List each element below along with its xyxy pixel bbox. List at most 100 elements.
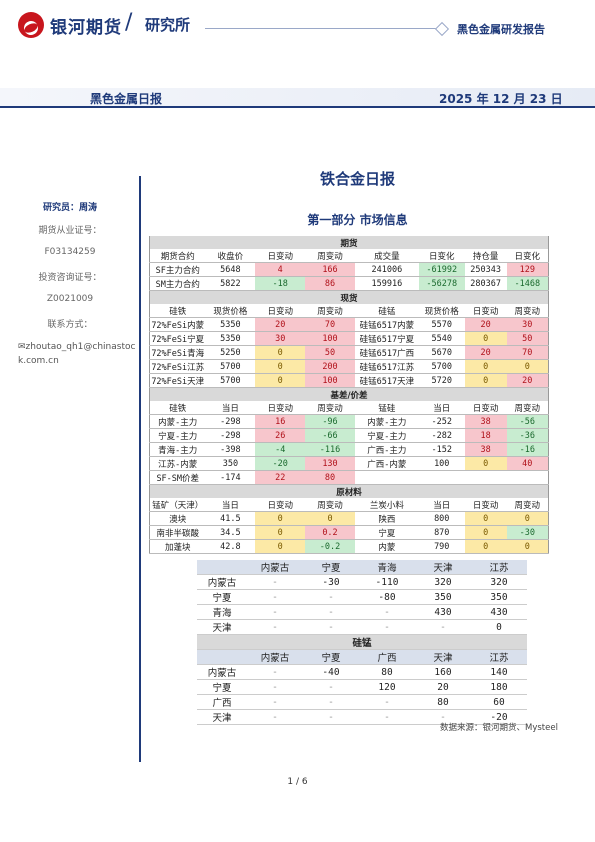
- page-title: 铁合金日报: [319, 170, 395, 188]
- column-header: 周变动: [305, 498, 355, 512]
- row-label: 天津: [197, 709, 247, 725]
- row-label: 内蒙古: [197, 664, 247, 680]
- table-cell: 5670: [418, 345, 465, 360]
- table-cell: 5700: [205, 359, 256, 374]
- table-cell: 0: [506, 359, 549, 374]
- table-cell: 20: [464, 345, 507, 360]
- table-cell: 0: [255, 345, 306, 360]
- column-header: 周变动: [506, 304, 549, 318]
- table-cell: 20: [255, 317, 306, 332]
- table-cell: -61992: [418, 262, 465, 277]
- table-cell: 60: [471, 694, 527, 710]
- column-header: 周变动: [305, 304, 355, 318]
- table-cell: -4: [255, 442, 306, 457]
- section-title: 第一部分 市场信息: [307, 213, 408, 227]
- column-header: 天津: [415, 649, 471, 665]
- table-cell: 5540: [418, 331, 465, 346]
- table-cell: 5720: [418, 373, 465, 388]
- column-header: 日变动: [255, 304, 306, 318]
- column-header: 宁夏: [303, 560, 359, 575]
- column-header: 日变动: [464, 498, 507, 512]
- consult-label: 投资咨询证号：: [38, 273, 102, 283]
- section-label: 原材料: [149, 484, 549, 498]
- license-number: F03134259: [44, 247, 96, 257]
- spot-column-headers: 硅铁 现货价格 日变动 周变动 硅锰 现货价格 日变动 周变动: [149, 304, 549, 318]
- column-header: 锰硅: [354, 401, 419, 415]
- table-cell: 72%FeSi天津: [149, 373, 206, 388]
- table-cell: 加蓬块: [149, 539, 206, 554]
- table-cell: -174: [205, 470, 256, 485]
- column-header: 兰炭小料: [354, 498, 419, 512]
- table-cell: 26: [255, 428, 306, 443]
- table-cell: 5350: [205, 331, 256, 346]
- futures-section-header: 期货: [149, 236, 549, 249]
- table-cell: 5700: [205, 373, 256, 388]
- table-cell: 0: [464, 456, 507, 471]
- table-cell: -: [247, 664, 303, 680]
- table-cell: [418, 470, 465, 485]
- table-cell: -298: [205, 428, 256, 443]
- table-cell: 800: [418, 511, 465, 526]
- column-header: 收盘价: [205, 249, 256, 263]
- table-cell: 0: [255, 359, 306, 374]
- table-cell: -252: [418, 414, 465, 429]
- table-cell: -80: [359, 589, 415, 605]
- basis-section-header: 基差/价差: [149, 387, 549, 401]
- table-cell: 166: [305, 262, 355, 277]
- column-header: 当日: [418, 498, 465, 512]
- table-cell: 129: [506, 262, 549, 277]
- table-cell: 陕西: [354, 511, 419, 526]
- table-cell: 159916: [354, 276, 419, 291]
- column-header: 锰矿（天津）: [149, 498, 206, 512]
- column-header: 周变动: [506, 498, 549, 512]
- table-cell: 30: [255, 331, 306, 346]
- table-cell: SF-SM价差: [149, 470, 206, 485]
- column-header: 日变动: [255, 498, 306, 512]
- table-cell: 30: [506, 317, 549, 332]
- table-cell: 320: [415, 574, 471, 590]
- table-cell: 内蒙-主力: [149, 414, 206, 429]
- column-header: 日变动: [464, 304, 507, 318]
- table-cell: -: [303, 604, 359, 620]
- spot-section-header: 现货: [149, 290, 549, 304]
- table-cell: 41.5: [205, 511, 256, 526]
- table-cell: -96: [305, 414, 355, 429]
- table-cell: -282: [418, 428, 465, 443]
- table-cell: 80: [415, 694, 471, 710]
- table-cell: -152: [418, 442, 465, 457]
- table-cell: 16: [255, 414, 306, 429]
- region-spread-table: 内蒙古 宁夏 青海 天津 江苏 内蒙古 - -30 -110 320 320 宁夏 - - -80 350 35…: [197, 560, 527, 725]
- table-cell: 硅锰6517广西: [354, 345, 419, 360]
- column-header: 现货价格: [418, 304, 465, 318]
- table-cell: 0: [464, 525, 507, 540]
- table-cell: -: [247, 694, 303, 710]
- table-cell: 0: [464, 539, 507, 554]
- column-header: 硅铁: [149, 401, 206, 415]
- table-cell: 0: [255, 511, 306, 526]
- table-cell: [506, 470, 549, 485]
- table-cell: 0: [464, 331, 507, 346]
- section-label: 现货: [149, 290, 549, 304]
- report-category: 黑色金属研发报告: [457, 23, 545, 36]
- table-cell: 280367: [464, 276, 507, 291]
- table-cell: -: [303, 709, 359, 725]
- table-cell: 72%FeSi内蒙: [149, 317, 206, 332]
- column-header: 周变动: [305, 401, 355, 415]
- table-cell: 20: [415, 679, 471, 695]
- table-cell: 130: [305, 456, 355, 471]
- column-header: 日变化: [506, 249, 549, 263]
- table-cell: 70: [506, 345, 549, 360]
- table-cell: 0: [506, 539, 549, 554]
- consult-number: Z0021009: [46, 294, 94, 304]
- table-cell: -116: [305, 442, 355, 457]
- raw-column-headers: 锰矿（天津） 当日 日变动 周变动 兰炭小料 当日 日变动 周变动: [149, 498, 549, 512]
- column-header: 当日: [418, 401, 465, 415]
- table-cell: 0: [255, 539, 306, 554]
- row-label: 内蒙古: [197, 574, 247, 590]
- table-cell: SM主力合约: [149, 276, 206, 291]
- table-cell: 宁夏: [354, 525, 419, 540]
- table-row: 广西 - - -80 60: [197, 694, 527, 710]
- row-label: 青海: [197, 604, 247, 620]
- table-cell: 50: [506, 331, 549, 346]
- email-link[interactable]: ✉zhoutao_qh1@chinastock.com.cn: [18, 340, 143, 368]
